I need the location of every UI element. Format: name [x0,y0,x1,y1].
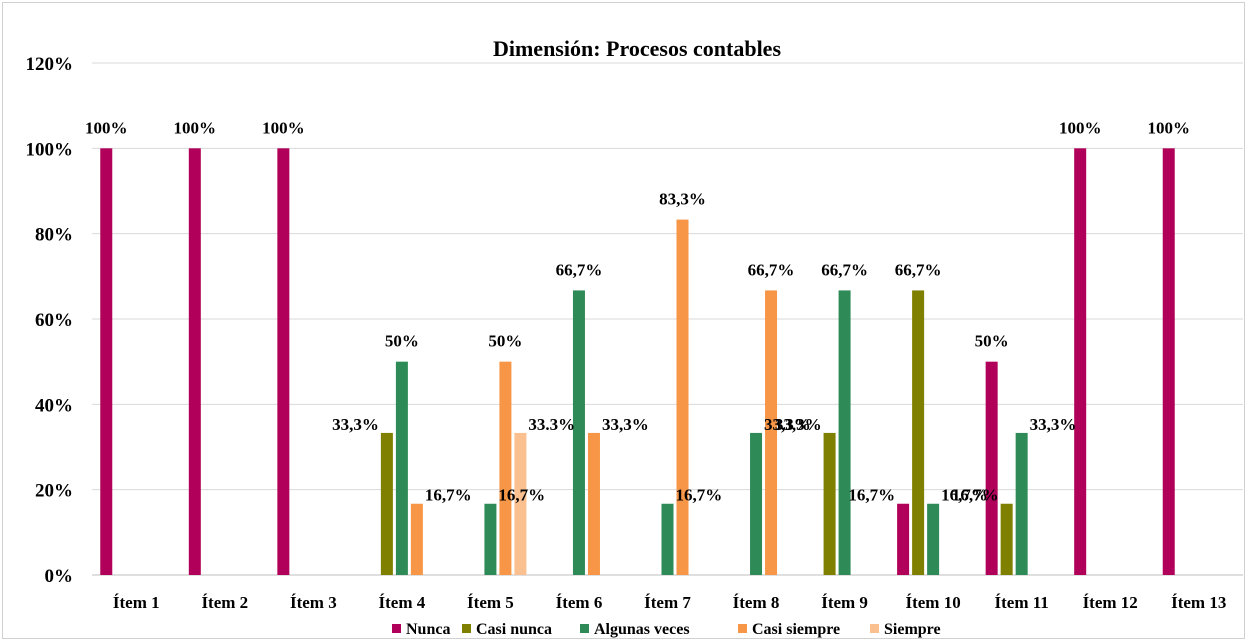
bar-nunca [1162,148,1175,576]
legend-label: Siempre [884,621,941,638]
x-tick-label: Ítem 13 [1171,593,1226,612]
legend-swatch [738,624,747,633]
data-label: 33,3% [775,415,822,434]
y-tick-label: 40% [35,395,73,416]
y-tick-label: 20% [35,481,73,502]
bar-nunca [277,148,290,576]
x-tick-label: Ítem 4 [379,593,426,612]
y-tick-label: 0% [45,566,74,587]
x-tick-label: Ítem 11 [995,593,1049,612]
y-tick-label: 60% [35,310,73,331]
bar-casi-siempre [676,219,689,575]
x-tick-label: Ítem 7 [644,593,691,612]
data-label: 66,7% [556,260,603,279]
data-label: 100% [262,118,305,137]
legend-swatch [580,624,589,633]
bar-algunas-veces [750,432,763,575]
bar-algunas-veces [661,503,674,575]
x-tick-label: Ítem 1 [113,593,160,612]
bar-algunas-veces [838,290,851,575]
bar-casi-nunca [912,290,925,575]
data-label: 66,7% [895,260,942,279]
data-label: 16,7% [848,486,895,505]
legend-label: Casi siempre [752,621,840,638]
data-labels: 100% 100% 100%33,3%50%16,7% 16,7%50%33.3%66… [85,118,1190,504]
legend-swatch [462,624,471,633]
data-label: 33,3% [764,415,811,434]
legend-swatch [870,624,879,633]
x-tick-label: Ítem 9 [821,593,868,612]
data-label: 33,3% [332,415,379,434]
bar-nunca [100,148,113,576]
chart-title: Dimensión: Procesos contables [493,36,781,61]
legend: Nunca Casi nunca Algunas veces Casi siempre… [392,621,941,638]
bar-algunas-veces [1015,432,1028,575]
bar-casi-siempre [410,503,423,575]
data-label: 33.3% [528,415,575,434]
legend-label: Algunas veces [594,621,690,638]
legend-label: Casi nunca [476,621,552,638]
bar-casi-nunca [823,432,836,575]
data-label: 83,3% [659,190,706,209]
data-label: 66,7% [821,260,868,279]
bar-algunas-veces [927,503,940,575]
bar-casi-nunca [380,432,393,575]
x-tick-label: Ítem 12 [1083,593,1138,612]
bar-algunas-veces [484,503,497,575]
data-label: 100% [1147,118,1190,137]
data-label: 16,7% [941,486,988,505]
bars [100,148,1175,576]
bar-casi-siempre [765,290,778,575]
bar-siempre [514,432,527,575]
data-label: 100% [1059,118,1102,137]
x-tick-label: Ítem 8 [733,593,780,612]
data-label: 50% [975,332,1009,351]
bar-algunas-veces [572,290,585,575]
bar-casi-siempre [499,361,512,575]
bar-nunca [897,503,910,575]
bar-algunas-veces [395,361,408,575]
data-label: 100% [174,118,217,137]
bar-nunca [188,148,201,576]
x-tick-label: Ítem 3 [290,593,337,612]
legend-label: Nunca [406,621,450,638]
legend-swatch [392,624,401,633]
y-axis-ticks: 0% 20% 40% 60% 80% 100% 120% [26,54,74,587]
y-tick-label: 80% [35,225,73,246]
y-tick-label: 100% [26,139,74,160]
y-tick-label: 120% [26,54,74,75]
data-label: 66,7% [748,260,795,279]
data-label: 50% [488,332,522,351]
data-label: 33,3% [602,415,649,434]
x-axis-ticks: Ítem 1 Ítem 2 Ítem 3 Ítem 4 Ítem 5 Ítem 6 Ítem… [113,593,1226,612]
x-tick-label: Ítem 2 [201,593,248,612]
bar-casi-siempre [587,432,600,575]
data-label: 16,7% [425,486,472,505]
data-label: 100% [85,118,128,137]
x-tick-label: Ítem 10 [905,593,960,612]
data-label: 16,7% [952,486,999,505]
data-label: 16,7% [498,486,545,505]
bar-nunca [1074,148,1087,576]
x-tick-label: Ítem 6 [556,593,603,612]
gridlines [92,62,1243,576]
data-label: 33,3% [1030,415,1077,434]
data-label: 50% [385,332,419,351]
bar-nunca [985,361,998,575]
bar-casi-nunca [1000,503,1013,575]
x-tick-label: Ítem 5 [467,593,514,612]
data-label: 16,7% [676,486,723,505]
